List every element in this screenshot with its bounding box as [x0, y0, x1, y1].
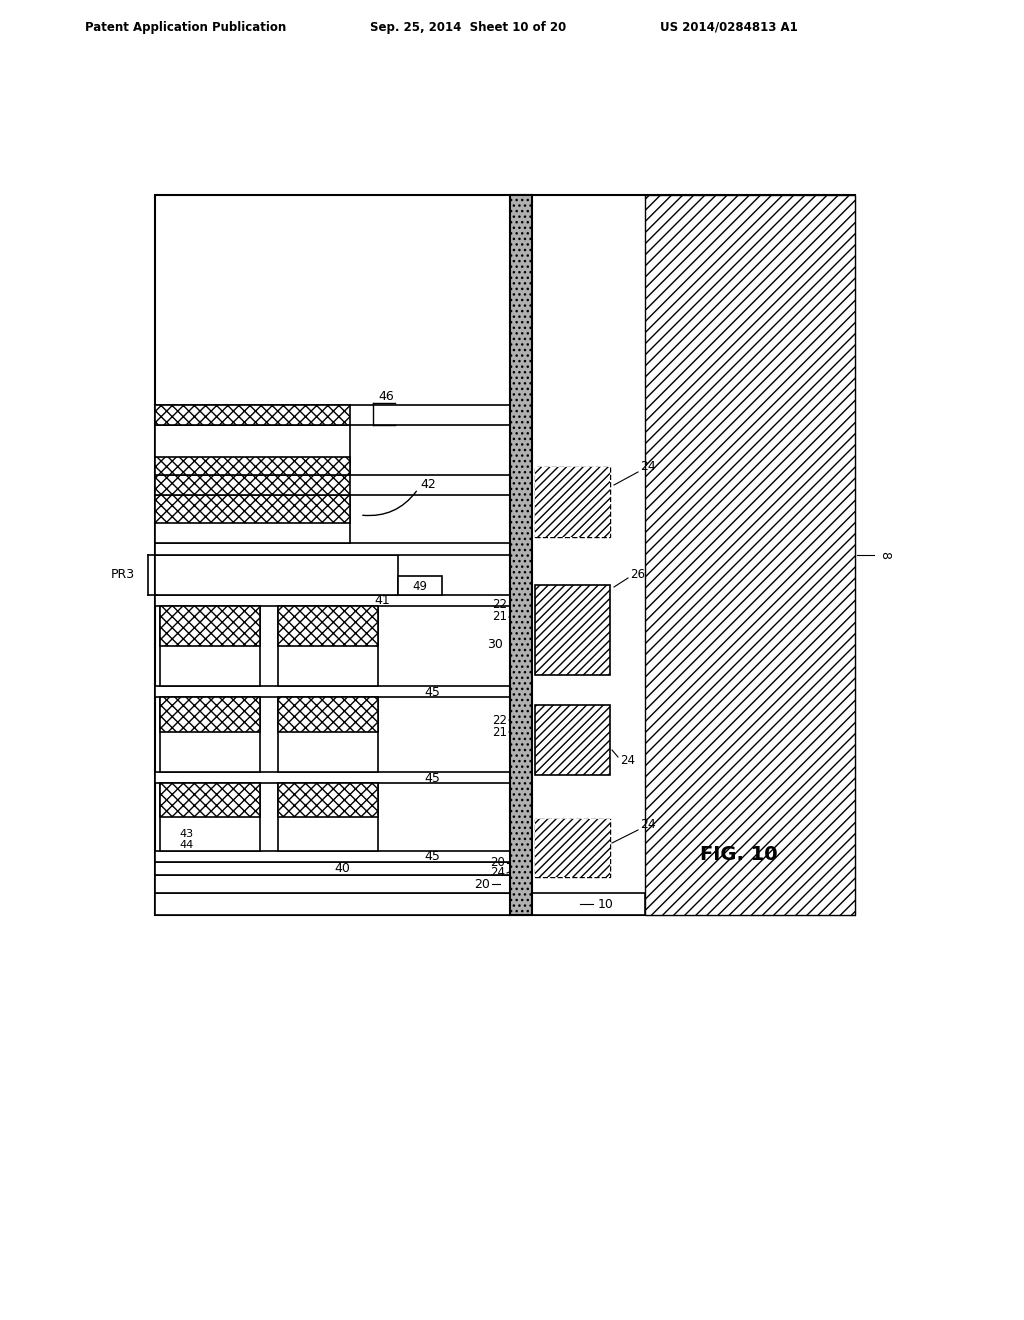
Bar	[510, 195, 532, 915]
Bar	[278, 606, 378, 686]
Bar	[155, 554, 398, 595]
Text: 20: 20	[490, 857, 505, 870]
Text: 41: 41	[374, 594, 390, 607]
Bar	[398, 576, 442, 595]
Text: 45: 45	[424, 685, 440, 698]
Text: 45: 45	[424, 771, 440, 784]
Bar	[160, 606, 260, 686]
Text: 26: 26	[630, 569, 645, 582]
Bar	[155, 457, 350, 475]
Bar	[160, 697, 260, 772]
Text: 21: 21	[492, 610, 507, 623]
Text: 44: 44	[180, 840, 195, 850]
Bar	[155, 862, 510, 875]
Bar	[535, 818, 610, 876]
Text: FIG. 10: FIG. 10	[700, 846, 777, 865]
Text: 21: 21	[492, 726, 507, 738]
Bar	[155, 475, 510, 495]
Bar	[155, 543, 510, 554]
Text: 49: 49	[413, 579, 427, 593]
FancyArrowPatch shape	[362, 491, 417, 516]
Text: 8: 8	[878, 550, 891, 558]
Bar	[155, 595, 510, 606]
Text: US 2014/0284813 A1: US 2014/0284813 A1	[660, 21, 798, 33]
Text: 24: 24	[640, 461, 655, 474]
Bar	[155, 894, 645, 915]
Text: 24: 24	[490, 866, 505, 879]
Text: 22: 22	[492, 714, 507, 726]
Text: 30: 30	[487, 639, 503, 652]
Bar	[155, 405, 350, 425]
Bar	[535, 585, 610, 675]
Text: 43: 43	[180, 829, 195, 840]
Bar	[535, 467, 610, 537]
Bar	[160, 783, 260, 851]
Bar	[160, 697, 260, 733]
Bar	[160, 783, 260, 817]
Bar	[155, 495, 350, 523]
Text: 22: 22	[492, 598, 507, 611]
Text: 42: 42	[420, 479, 436, 491]
Bar	[160, 606, 260, 645]
Bar	[278, 697, 378, 772]
Bar	[278, 697, 378, 733]
Text: Sep. 25, 2014  Sheet 10 of 20: Sep. 25, 2014 Sheet 10 of 20	[370, 21, 566, 33]
Bar	[155, 195, 855, 915]
Bar	[155, 851, 510, 862]
Text: 10: 10	[598, 898, 613, 911]
Text: Patent Application Publication: Patent Application Publication	[85, 21, 287, 33]
Bar	[278, 783, 378, 817]
Text: 45: 45	[424, 850, 440, 863]
Bar	[155, 495, 350, 543]
Text: 40: 40	[334, 862, 350, 875]
Bar	[535, 818, 610, 876]
Bar	[535, 705, 610, 775]
Text: 46: 46	[378, 391, 394, 404]
Bar	[278, 783, 378, 851]
Text: PR3: PR3	[111, 569, 135, 582]
Text: 24: 24	[640, 818, 655, 832]
Bar	[155, 425, 350, 475]
Bar	[535, 467, 610, 537]
Text: 20: 20	[474, 878, 490, 891]
Bar	[278, 606, 378, 645]
Bar	[155, 686, 510, 697]
Bar	[155, 875, 510, 894]
Bar	[155, 772, 510, 783]
Bar	[155, 405, 510, 425]
Bar	[645, 195, 855, 915]
Text: 24: 24	[620, 754, 635, 767]
Bar	[155, 475, 350, 495]
